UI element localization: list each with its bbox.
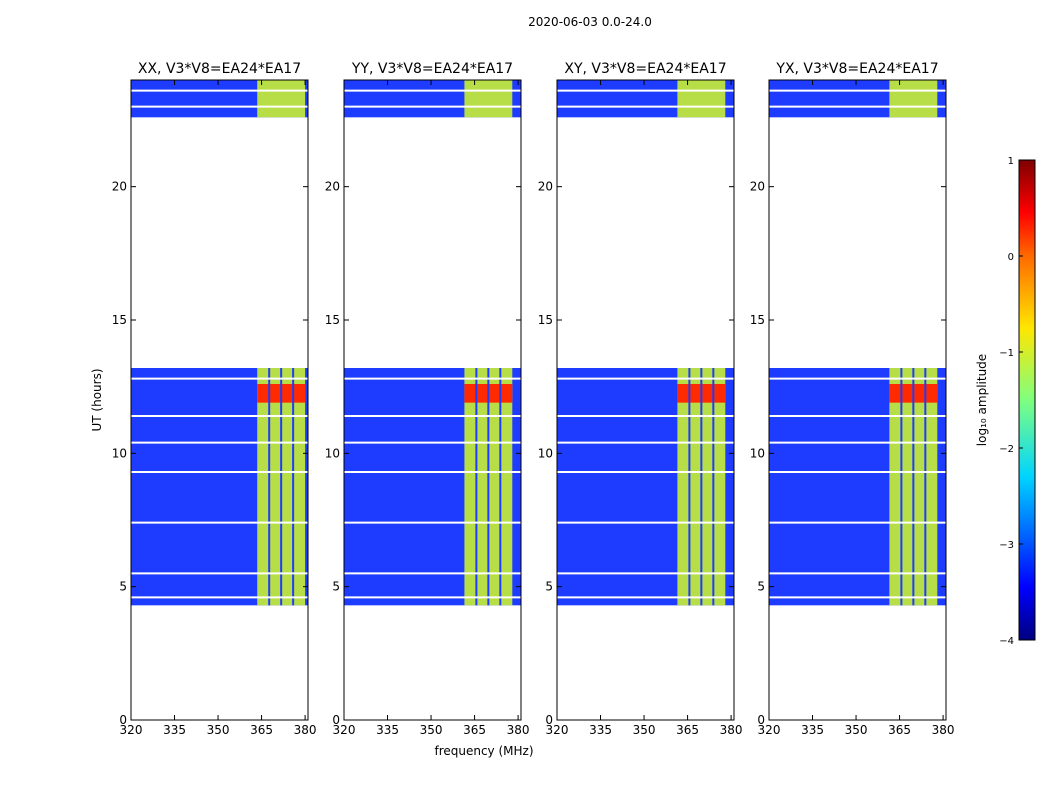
- colorbar-tick-label: −3: [999, 540, 1014, 551]
- y-tick-label: 10: [750, 446, 765, 460]
- colorbar-tick-label: −1: [999, 348, 1014, 359]
- y-tick-label: 5: [332, 580, 340, 594]
- axes-frame: [556, 79, 735, 721]
- y-tick-label: 0: [119, 713, 127, 727]
- colorbar: 1 0 −1 −2 −3 −4 log₁₀ amplitude: [975, 156, 1036, 647]
- x-tick-label: 335: [376, 723, 399, 737]
- y-tick-label: 10: [325, 446, 340, 460]
- x-tick-label: 320: [333, 723, 356, 737]
- x-tick-label: 320: [758, 723, 781, 737]
- rfi-band-2: [257, 80, 306, 118]
- x-tick-label: 320: [120, 723, 143, 737]
- x-tick-label: 365: [463, 723, 486, 737]
- panel-title: XY, V3*V8=EA24*EA17: [564, 61, 726, 77]
- x-tick-label: 380: [932, 723, 955, 737]
- axes-frame: [768, 79, 947, 721]
- y-tick-label: 0: [545, 713, 553, 727]
- rfi-band-2: [677, 80, 726, 118]
- y-tick-label: 20: [750, 180, 765, 194]
- x-tick-label: 350: [207, 723, 230, 737]
- x-tick-label: 365: [250, 723, 273, 737]
- x-tick-label: 350: [845, 723, 868, 737]
- panel-1: XX, V3*V8=EA24*EA17 320 335 350 365 380 0 5 10 15…: [112, 61, 317, 737]
- y-tick-label: 15: [112, 313, 127, 327]
- axes-frame: [130, 79, 309, 721]
- y-tick-label: 15: [538, 313, 553, 327]
- x-tick-label: 350: [633, 723, 656, 737]
- x-axis-label: frequency (MHz): [434, 744, 533, 758]
- colorbar-label: log₁₀ amplitude: [975, 354, 989, 446]
- y-tick-label: 5: [119, 580, 127, 594]
- panel-4: YX, V3*V8=EA24*EA17 320 335 350 365 380 0 5 10 15…: [750, 61, 955, 737]
- x-tick-label: 380: [507, 723, 530, 737]
- x-tick-label: 380: [720, 723, 743, 737]
- y-tick-label: 20: [112, 180, 127, 194]
- rfi-band-2: [889, 80, 938, 118]
- x-tick-label: 350: [420, 723, 443, 737]
- colorbar-tick-label: 1: [1008, 156, 1014, 167]
- y-tick-label: 10: [538, 446, 553, 460]
- y-tick-label: 5: [757, 580, 765, 594]
- colorbar-gradient: [1018, 159, 1036, 641]
- x-tick-label: 365: [676, 723, 699, 737]
- panels-group: XX, V3*V8=EA24*EA17 320 335 350 365 380 0 5 10 15…: [112, 61, 955, 737]
- figure-title: 2020-06-03 0.0-24.0: [528, 15, 652, 29]
- x-tick-label: 335: [589, 723, 612, 737]
- x-tick-label: 365: [888, 723, 911, 737]
- colorbar-tick-label: 0: [1008, 252, 1014, 263]
- y-tick-label: 20: [325, 180, 340, 194]
- panel-title: YY, V3*V8=EA24*EA17: [351, 61, 513, 77]
- colorbar-ticks: 1 0 −1 −2 −3 −4: [999, 156, 1023, 647]
- colorbar-tick-label: −4: [999, 636, 1014, 647]
- panel-title: XX, V3*V8=EA24*EA17: [138, 61, 301, 77]
- panel-3: XY, V3*V8=EA24*EA17 320 335 350 365 380 0 5 10 15…: [538, 61, 743, 737]
- y-tick-label: 15: [750, 313, 765, 327]
- y-tick-label: 0: [757, 713, 765, 727]
- colorbar-tick-label: −2: [999, 444, 1014, 455]
- panel-2: YY, V3*V8=EA24*EA17 320 335 350 365 380 0 5 10 15…: [325, 61, 530, 737]
- panel-title: YX, V3*V8=EA24*EA17: [775, 61, 938, 77]
- x-tick-label: 320: [546, 723, 569, 737]
- y-tick-label: 0: [332, 713, 340, 727]
- x-tick-label: 335: [801, 723, 824, 737]
- rfi-band-2: [464, 80, 513, 118]
- x-tick-label: 380: [294, 723, 317, 737]
- y-tick-label: 20: [538, 180, 553, 194]
- x-tick-label: 335: [163, 723, 186, 737]
- y-tick-label: 10: [112, 446, 127, 460]
- y-tick-label: 5: [545, 580, 553, 594]
- y-axis-label: UT (hours): [90, 368, 104, 431]
- y-tick-label: 15: [325, 313, 340, 327]
- axes-frame: [343, 79, 522, 721]
